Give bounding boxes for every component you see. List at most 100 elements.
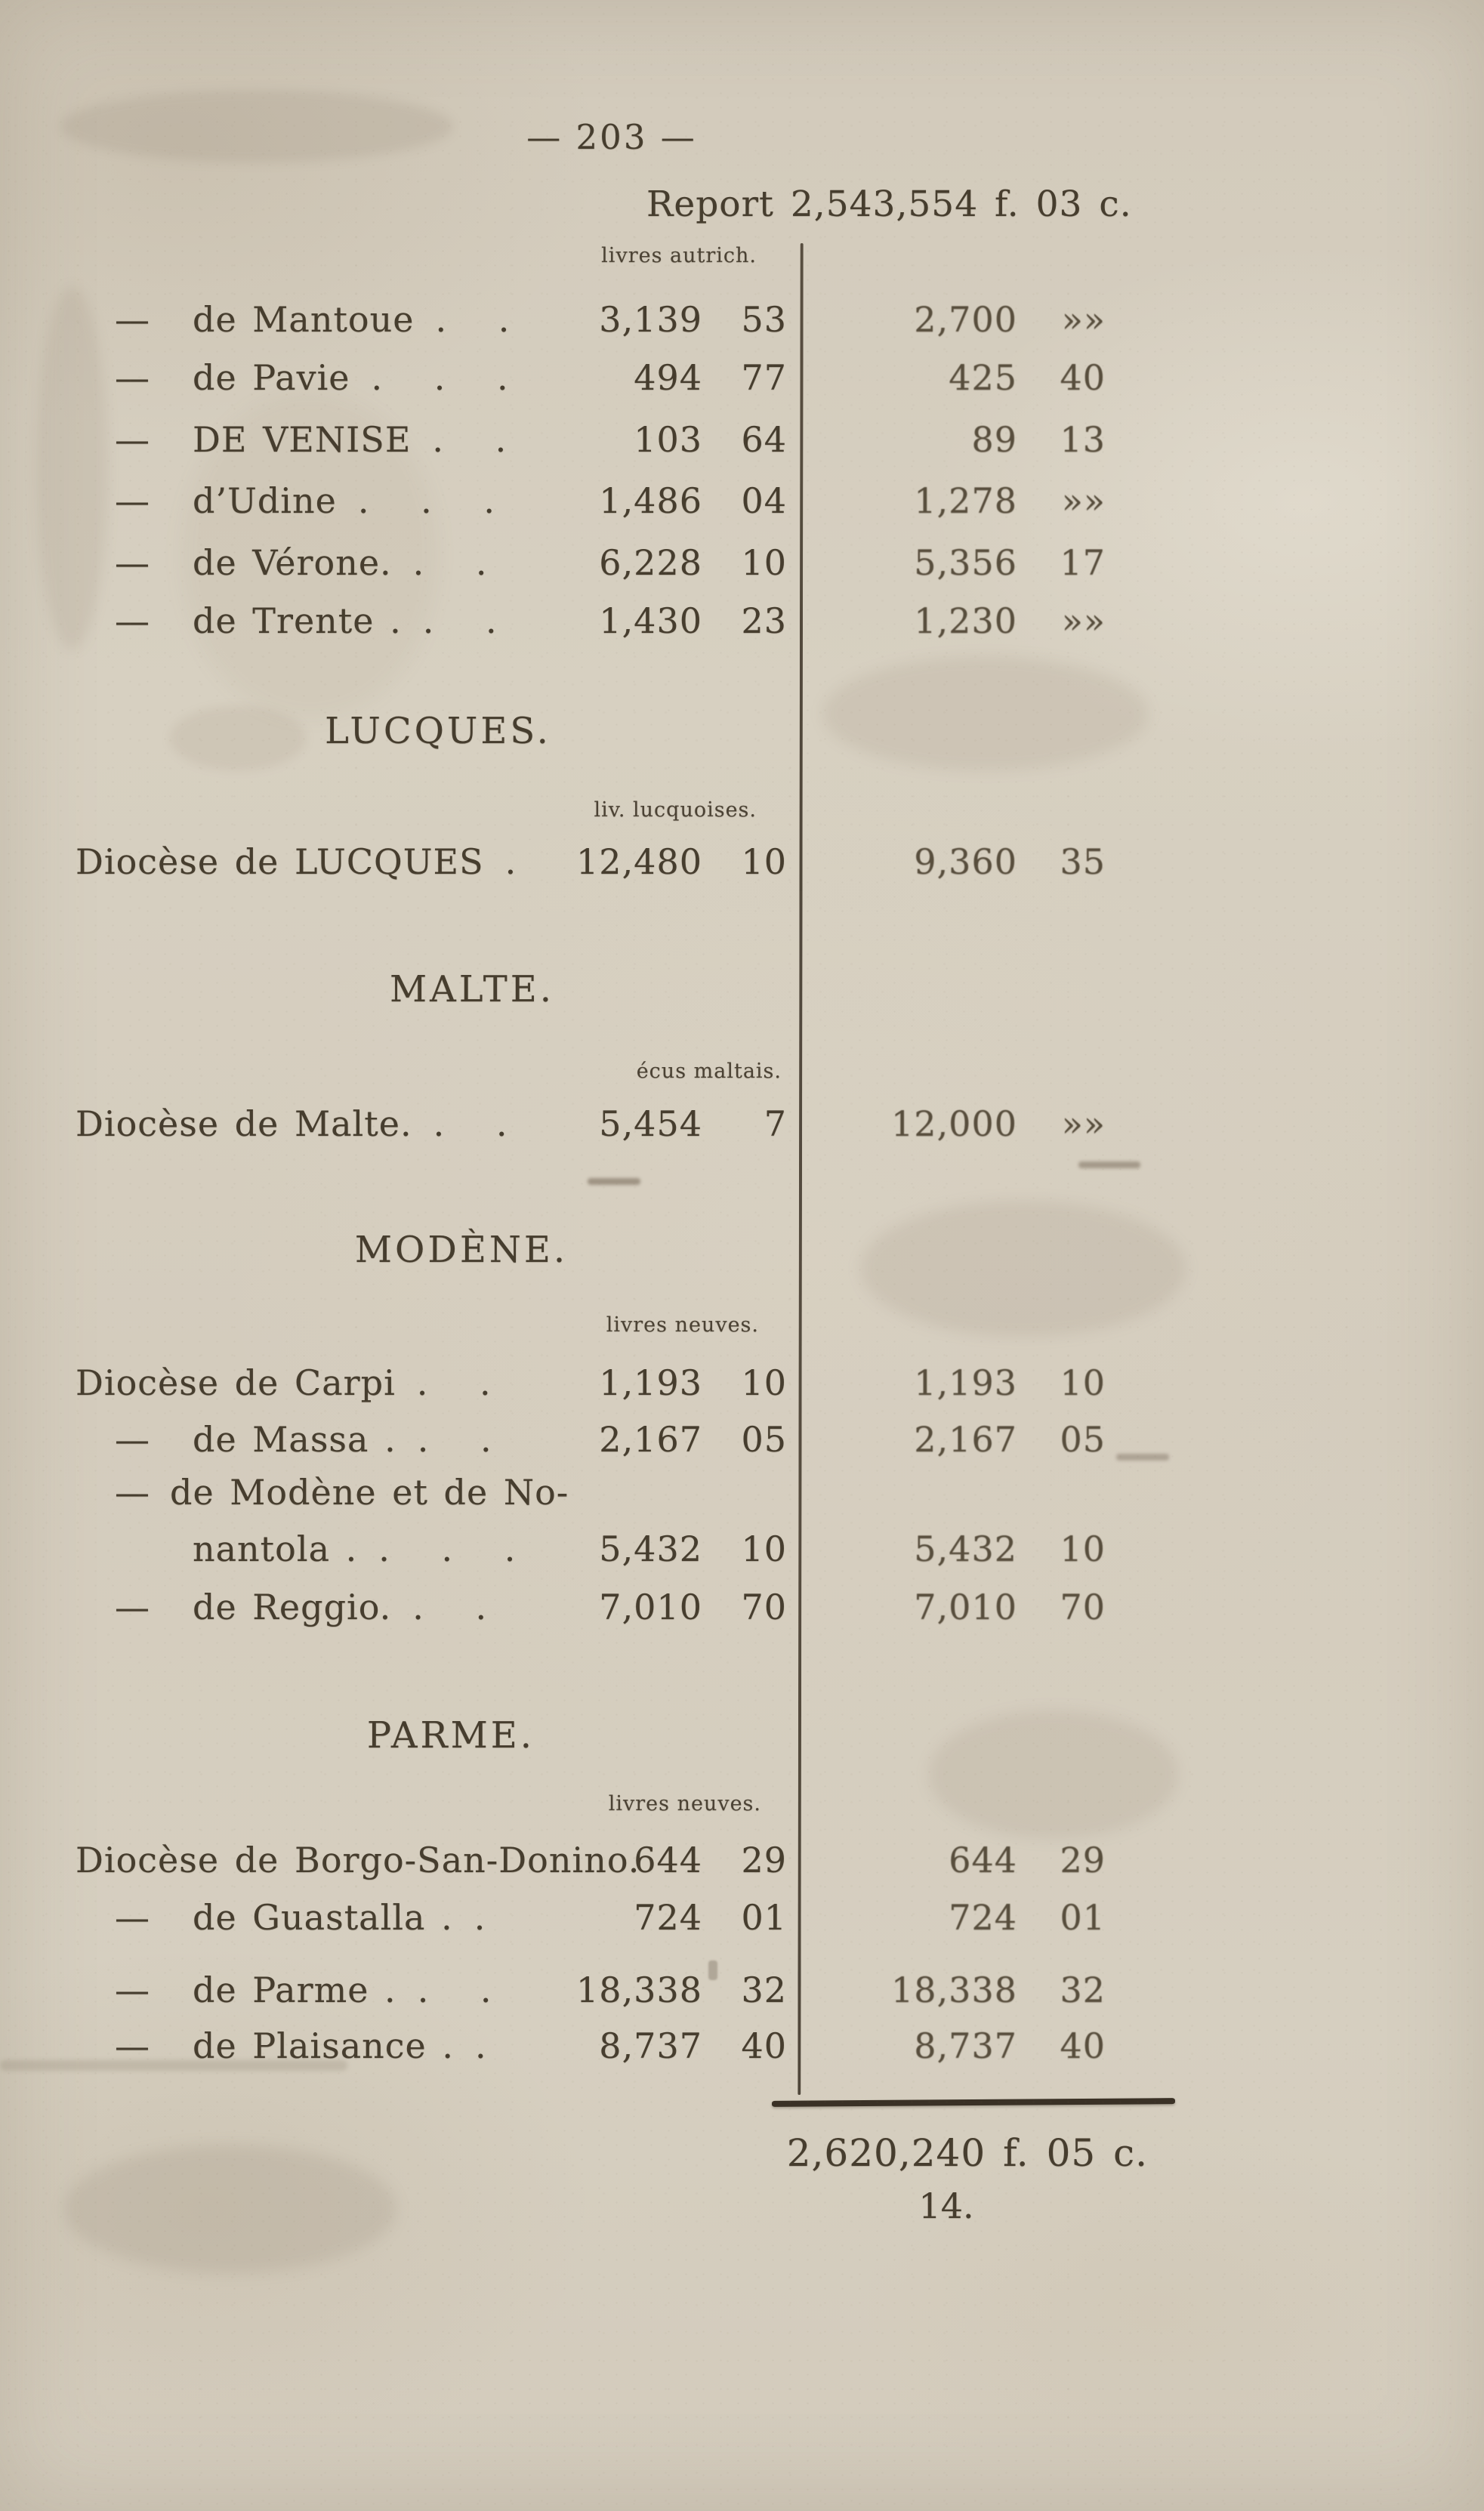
row-dash: — (115, 1472, 150, 1513)
leader-dots: . . (417, 1419, 493, 1460)
amount-value: 724 (634, 1897, 702, 1938)
amount-cents: 01 (741, 1897, 787, 1938)
table-row: Diocèse de LUCQUES. 12,480 10 9,360 35 (0, 837, 1484, 887)
row-label: de Massa . (193, 1419, 396, 1460)
right-amount-cents: 29 (1060, 1840, 1106, 1880)
right-amount-value: 7,010 (914, 1587, 1017, 1627)
section-heading: MALTE. (389, 968, 555, 1010)
table-row: — de Mantoue . . 3,139 53 2,700 »» (0, 295, 1484, 344)
amount-cents: 10 (741, 841, 787, 882)
table-row: — de Modène et de No- (0, 1467, 1484, 1517)
row-label: de Modène et de No- (170, 1472, 569, 1513)
right-amount-cents: »» (1061, 480, 1106, 521)
right-amount-cents: 40 (1060, 357, 1106, 398)
row-dash: — (115, 600, 150, 641)
grand-total: 2,620,240 f. 05 c. (786, 2131, 1148, 2175)
amount-cents: 64 (741, 419, 787, 460)
leader-dots: . . (433, 1103, 509, 1144)
row-label-group: de Reggio. . . (193, 1582, 488, 1632)
page-number: — 203 — (526, 117, 697, 157)
amount-value: 2,167 (599, 1419, 702, 1460)
section-heading: MODÈNE. (354, 1229, 569, 1271)
right-amount-cents: 17 (1060, 542, 1106, 583)
amount-value: 3,139 (599, 299, 702, 340)
leader-dots: . . . (357, 480, 496, 521)
table-row: Diocèse de Borgo-San-Donino. 644 29 644 … (0, 1835, 1484, 1885)
right-amount-cents: 40 (1060, 2025, 1106, 2066)
amount-value: 12,480 (576, 841, 702, 882)
right-amount-cents: 70 (1060, 1587, 1106, 1627)
amount-value: 1,486 (599, 480, 702, 521)
currency-note: livres autrich. (601, 244, 757, 267)
row-label: Diocèse de LUCQUES (76, 841, 484, 882)
amount-value: 1,430 (599, 600, 702, 641)
right-amount-cents: 13 (1060, 419, 1106, 460)
ink-dash-artifact (1078, 1161, 1140, 1168)
row-dash: — (115, 2025, 150, 2066)
paper-smudge (929, 1711, 1178, 1839)
amount-cents: 10 (741, 1362, 787, 1403)
row-label: de Pavie (193, 357, 350, 398)
row-label-group: de Massa . . . (193, 1414, 493, 1464)
row-dash: — (115, 1970, 150, 2010)
row-dash: — (115, 357, 150, 398)
report-line: Report 2,543,554 f. 03 c. (646, 184, 1132, 225)
total-rule (771, 2098, 1176, 2107)
right-amount-value: 1,193 (914, 1362, 1017, 1403)
amount-cents: 10 (741, 1529, 787, 1569)
amount-value: 5,432 (599, 1529, 702, 1569)
row-label: nantola . (193, 1529, 358, 1569)
right-amount-cents: 05 (1060, 1419, 1106, 1460)
table-row: Diocèse de Malte. . . 5,454 7 12,000 »» (0, 1099, 1484, 1149)
row-label-group: de Guastalla .. (193, 1893, 486, 1942)
leader-dots: . . . (378, 1529, 517, 1569)
table-row: — de Vérone. . . 6,228 10 5,356 17 (0, 538, 1484, 588)
table-row: — d’Udine . . . 1,486 04 1,278 »» (0, 476, 1484, 526)
row-dash: — (115, 1897, 150, 1938)
amount-value: 644 (634, 1840, 702, 1880)
table-row: — de Massa . . . 2,167 05 2,167 05 (0, 1414, 1484, 1464)
right-amount-value: 8,737 (914, 2025, 1017, 2066)
right-amount-value: 2,167 (914, 1419, 1017, 1460)
leader-dots: . (474, 1897, 487, 1938)
row-label: Diocèse de Borgo-San-Donino. (76, 1840, 640, 1880)
table-row: — de Plaisance .. 8,737 40 8,737 40 (0, 2021, 1484, 2071)
amount-cents: 32 (741, 1970, 787, 2010)
row-dash: — (115, 419, 150, 460)
row-label-group: Diocèse de Borgo-San-Donino. (76, 1835, 640, 1885)
row-label: de Parme . (193, 1970, 396, 2010)
right-amount-value: 724 (949, 1897, 1017, 1938)
table-row: — de Trente . . . 1,430 23 1,230 »» (0, 596, 1484, 646)
report-amount: 2,543,554 f. 03 c. (790, 184, 1132, 225)
signature-number: 14. (918, 2186, 974, 2226)
leader-dots: . . (412, 542, 489, 583)
paper-smudge (861, 1201, 1186, 1337)
row-label-group: de Trente . . . (193, 596, 498, 646)
right-amount-cents: 32 (1060, 1970, 1106, 2010)
table-row: Diocèse de Carpi . . 1,193 10 1,193 10 (0, 1358, 1484, 1408)
row-label: de Vérone. (193, 542, 392, 583)
row-label: de Mantoue (193, 299, 415, 340)
amount-value: 103 (634, 419, 702, 460)
amount-cents: 7 (764, 1103, 787, 1144)
amount-value: 8,737 (599, 2025, 702, 2066)
currency-note: liv. lucquoises. (594, 798, 757, 822)
right-amount-value: 18,338 (891, 1970, 1017, 2010)
row-dash: — (115, 542, 150, 583)
row-label: d’Udine (193, 480, 337, 521)
leader-dots: . . (417, 1970, 493, 2010)
row-label-group: de Plaisance .. (193, 2021, 488, 2071)
section-heading: LUCQUES. (325, 710, 551, 752)
row-label-group: Diocèse de LUCQUES. (76, 837, 517, 887)
row-label: de Reggio. (193, 1587, 392, 1627)
table-row: — de Guastalla .. 724 01 724 01 (0, 1893, 1484, 1942)
amount-cents: 40 (741, 2025, 787, 2066)
leader-dots: . . (412, 1587, 489, 1627)
right-amount-value: 644 (949, 1840, 1017, 1880)
row-label: Diocèse de Malte. (76, 1103, 412, 1144)
report-label: Report (646, 184, 774, 225)
row-label-group: DE VENISE . . (193, 415, 508, 464)
row-label-group: de Pavie . . . (193, 353, 510, 403)
row-label-group: Diocèse de Carpi . . (76, 1358, 492, 1408)
right-amount-cents: »» (1061, 1103, 1106, 1144)
